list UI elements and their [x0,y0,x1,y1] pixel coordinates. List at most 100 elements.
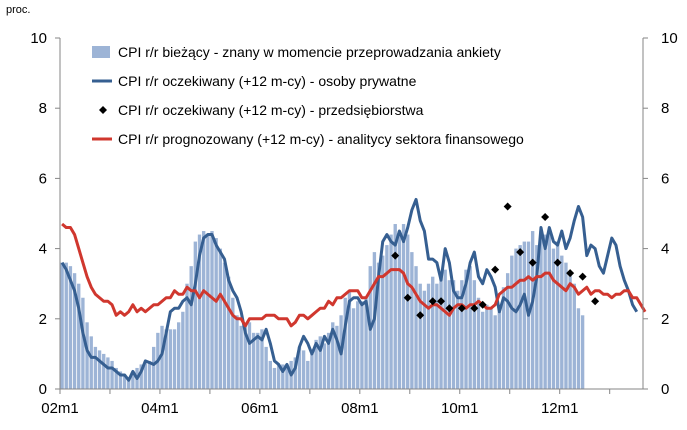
cpi-current-bar [127,378,131,389]
x-tick-label: 10m1 [441,400,479,417]
cpi-current-bar [60,262,64,389]
enterprise-expectation-point [403,293,412,302]
legend-swatch-diamond [99,106,107,114]
cpi-current-bar [480,311,485,389]
cpi-current-bar [201,231,206,389]
cpi-current-bar [297,346,302,389]
cpi-current-bar [397,231,402,389]
cpi-current-bar [343,297,347,389]
cpi-current-bar [85,322,89,389]
cpi-current-bar [476,297,481,389]
x-tick-label: 06m1 [241,400,279,417]
cpi-current-bar [468,266,472,389]
cpi-current-bar [451,280,456,389]
cpi-current-bar [64,262,68,389]
cpi-current-bar [243,325,247,389]
cpi-current-bar [106,357,110,389]
cpi-current-bar [331,322,335,389]
cpi-current-bar [206,234,210,389]
cpi-current-bar [147,360,152,389]
cpi-current-bar [431,276,435,389]
cpi-current-bar [568,273,572,389]
cpi-current-bar [501,287,506,389]
y2-tick-label: 0 [661,381,669,398]
y-tick-label: 10 [30,30,47,47]
cpi-current-bar [410,252,414,389]
cpi-current-bar [347,290,352,389]
cpi-current-bar [239,325,243,389]
bar-series-current-cpi [60,224,585,389]
enterprise-expectation-point [445,304,454,313]
x-tick-label: 08m1 [341,400,379,417]
cpi-current-bar [539,231,543,389]
cpi-current-bar [89,336,93,389]
enterprise-expectation-point [591,297,600,306]
cpi-current-bar [360,301,364,389]
cpi-current-bar [164,329,168,389]
cpi-current-bar [364,297,368,389]
cpi-current-bar [172,329,177,389]
cpi-current-bar [576,308,581,389]
cpi-current-bar [580,315,585,389]
cpi-current-bar [301,350,306,389]
cpi-current-bar [122,374,127,389]
cpi-current-bar [268,360,272,389]
y2-tick-label: 8 [661,100,669,117]
cpi-current-bar [555,241,560,389]
enterprise-expectation-point [478,300,487,309]
legend-label: CPI r/r oczekiwany (+12 m-cy) - przedsię… [118,102,424,118]
cpi-current-bar [197,234,202,389]
enterprise-expectation-point [553,258,562,267]
y-tick-label: 0 [39,381,47,398]
cpi-current-bar [381,255,385,389]
cpi-current-bar [414,266,418,389]
enterprise-expectation-point [578,272,587,281]
y2-tick-label: 6 [661,170,669,187]
cpi-current-bar [439,273,443,389]
cpi-current-bar [68,266,73,389]
cpi-current-bar [547,231,551,389]
cpi-current-bar [351,308,356,389]
x-tick-label: 02m1 [41,400,79,417]
scatter-series-enterprises [391,202,600,320]
cpi-current-bar [493,315,497,389]
cpi-current-bar [560,255,564,389]
cpi-current-bar [460,280,464,389]
cpi-current-bar [543,234,547,389]
enterprise-expectation-point [416,311,425,320]
x-tick-label: 04m1 [141,400,179,417]
cpi-current-bar [281,364,285,389]
cpi-current-bar [181,311,185,389]
cpi-current-bar [406,234,410,389]
cpi-current-bar [435,283,439,389]
cpi-current-bar [335,325,339,389]
cpi-current-bar [139,364,143,389]
cpi-current-bar [185,283,189,389]
legend-label: CPI r/r bieżący - znany w momencie przep… [118,44,501,60]
cpi-current-bar [93,346,98,389]
cpi-current-bar [152,346,156,389]
cpi-current-bar [231,297,235,389]
cpi-current-bar [260,329,264,389]
cpi-current-bar [443,269,447,389]
y2-tick-label: 4 [661,241,669,258]
cpi-current-bar [310,353,314,389]
y-tick-label: 6 [39,170,47,187]
axes: 0 2 4 6 8 10 0 2 4 6 8 10 02m1 04m1 06m1 08m1 10m1 12m1 [30,30,677,417]
cpi-current-bar [401,224,406,389]
cpi-current-bar [456,290,460,389]
cpi-current-bar [422,290,427,389]
cpi-current-bar [256,332,260,389]
cpi-current-bar [393,224,397,389]
cpi-current-bar [530,231,535,389]
enterprise-expectation-point [541,213,550,222]
cpi-current-bar [272,367,277,389]
cpi-current-bar [318,336,322,389]
y2-tick-label: 10 [661,30,678,47]
enterprise-expectation-point [470,304,479,313]
cpi-current-bar [226,276,231,389]
cpi-current-bar [293,357,297,389]
y2-tick-label: 2 [661,311,669,328]
enterprise-expectation-point [457,304,466,313]
